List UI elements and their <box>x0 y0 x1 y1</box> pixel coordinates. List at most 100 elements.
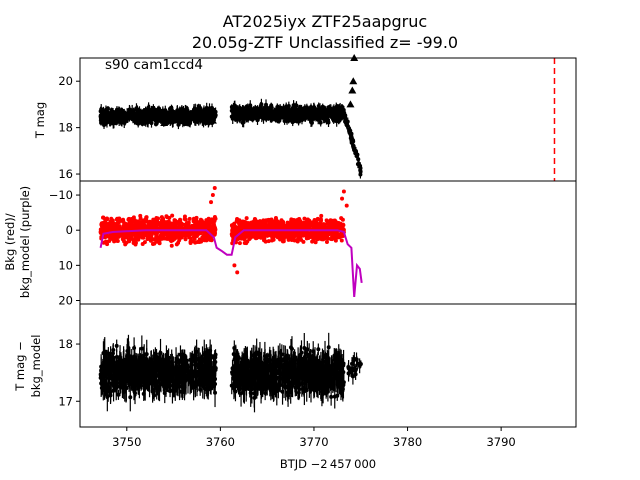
data-point <box>320 104 325 109</box>
panel-middle-bkg: −10 0 10 20 Bkg (red)/ bkg_model (purple) <box>3 180 577 307</box>
data-point <box>268 113 273 118</box>
data-point <box>309 221 314 226</box>
data-point <box>262 236 267 241</box>
data-point <box>121 234 126 239</box>
data-point <box>234 229 239 234</box>
middle-y-label-line-2: bkg_model (purple) <box>18 186 32 298</box>
y-tick-label: 18 <box>58 121 73 135</box>
data-point <box>151 110 156 115</box>
data-point <box>171 222 176 227</box>
middle-y-label-line-1: Bkg (red)/ <box>3 213 17 270</box>
data-point <box>288 232 293 237</box>
data-point <box>235 270 240 275</box>
data-point <box>330 232 335 237</box>
upper-limit-triangle <box>346 100 355 108</box>
data-point <box>205 236 210 241</box>
data-point <box>327 225 332 230</box>
data-point <box>138 216 143 221</box>
data-point <box>140 235 145 240</box>
data-point <box>109 113 114 118</box>
data-point <box>161 233 166 238</box>
data-point <box>174 232 179 237</box>
data-point <box>155 117 160 122</box>
data-point <box>157 220 162 225</box>
data-point <box>209 200 214 205</box>
data-point <box>114 236 119 241</box>
data-point <box>324 218 329 223</box>
data-point <box>167 235 172 240</box>
data-point <box>268 220 273 225</box>
data-point <box>148 238 153 243</box>
data-point <box>205 117 210 122</box>
data-point <box>121 219 126 224</box>
data-point <box>352 148 357 153</box>
data-point <box>124 116 129 121</box>
data-point <box>328 237 333 242</box>
data-point <box>157 112 162 117</box>
data-point <box>142 219 147 224</box>
data-point <box>154 231 159 236</box>
data-point <box>296 118 301 123</box>
data-point <box>252 217 257 222</box>
data-point <box>339 216 344 221</box>
data-point <box>238 235 243 240</box>
data-point <box>178 235 183 240</box>
data-point <box>188 241 193 246</box>
data-point <box>105 106 110 111</box>
data-point <box>137 113 142 118</box>
data-point <box>295 224 300 229</box>
data-point <box>286 106 291 111</box>
data-point <box>294 103 299 108</box>
data-point <box>233 114 238 119</box>
y-tick-label: 16 <box>58 167 73 181</box>
data-point <box>336 118 341 123</box>
data-point <box>196 106 201 111</box>
data-point <box>196 114 201 119</box>
data-point <box>311 237 316 242</box>
data-point <box>142 240 147 245</box>
data-point <box>324 239 329 244</box>
data-point <box>306 236 311 241</box>
data-point <box>242 237 247 242</box>
data-point <box>305 217 310 222</box>
data-point <box>201 112 206 117</box>
data-point <box>326 111 331 116</box>
data-point <box>287 237 292 242</box>
data-point <box>156 216 161 221</box>
data-point <box>194 215 199 220</box>
data-point <box>128 395 133 400</box>
data-point <box>288 110 293 115</box>
data-point <box>119 112 124 117</box>
data-point <box>112 222 117 227</box>
data-point <box>111 121 116 126</box>
data-point <box>168 106 173 111</box>
middle-y-ticks: −10 0 10 20 <box>49 188 80 307</box>
data-point <box>319 237 324 242</box>
sector-annotation: s90 cam1ccd4 <box>105 57 203 73</box>
data-point <box>246 112 251 117</box>
data-point <box>130 223 135 228</box>
data-point <box>123 242 128 247</box>
data-point <box>230 223 235 228</box>
data-point <box>109 216 114 221</box>
data-point <box>204 223 209 228</box>
data-point <box>296 231 301 236</box>
data-point <box>144 215 149 220</box>
data-point <box>314 111 319 116</box>
top-y-ticks: 16 18 20 <box>58 74 80 181</box>
data-point <box>280 219 285 224</box>
data-point <box>170 120 175 125</box>
data-point <box>321 232 326 237</box>
data-point <box>249 108 254 113</box>
data-point <box>266 239 271 244</box>
data-point <box>145 235 150 240</box>
data-point <box>297 219 302 224</box>
data-point <box>314 222 319 227</box>
data-point <box>150 242 155 247</box>
data-point <box>107 239 112 244</box>
data-point <box>251 234 256 239</box>
data-point <box>279 115 284 120</box>
panel-top-tmag: 16 18 20 s90 cam1ccd4 T mag <box>33 54 577 182</box>
data-point <box>197 240 202 245</box>
